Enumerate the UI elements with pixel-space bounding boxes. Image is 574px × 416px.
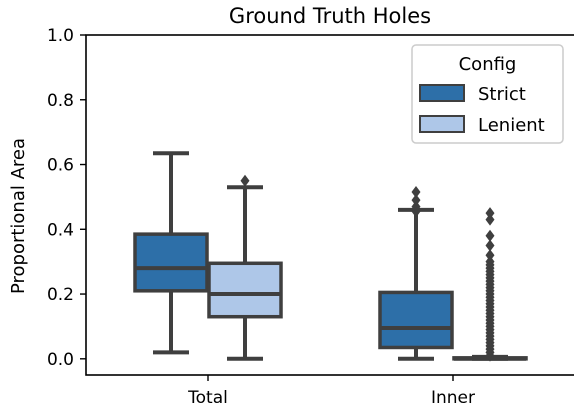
y-tick-label: 0.6 <box>47 156 74 176</box>
box-lenient-total <box>207 174 283 361</box>
x-tick-label: Total <box>187 388 228 408</box>
y-tick-label: 0.8 <box>47 91 74 111</box>
y-tick-label: 0.0 <box>47 350 74 370</box>
outlier-point <box>411 186 421 199</box>
y-tick-label: 1.0 <box>47 26 74 46</box>
chart-title: Ground Truth Holes <box>229 4 431 28</box>
y-tick-label: 0.4 <box>47 220 74 240</box>
y-axis: 0.0 0.2 0.4 0.6 0.8 1.0 <box>47 26 86 370</box>
box-iqr <box>133 232 209 293</box>
outlier-point <box>485 229 495 242</box>
outlier-point <box>485 239 495 252</box>
outlier-point <box>411 200 421 213</box>
box-iqr <box>207 261 283 319</box>
legend-label-strict: Strict <box>478 84 526 105</box>
outlier-point <box>485 249 495 262</box>
box-iqr <box>378 290 454 350</box>
x-axis: Total Inner <box>187 375 475 408</box>
outlier-point <box>411 194 421 207</box>
legend-title: Config <box>459 54 517 75</box>
legend-swatch-strict <box>419 84 465 102</box>
x-tick-label: Inner <box>431 388 475 408</box>
box-strict-inner <box>378 186 454 361</box>
box-lenient-inner <box>452 207 528 362</box>
plot-frame <box>85 34 574 376</box>
outlier-point <box>240 174 250 187</box>
outlier-point <box>485 213 495 226</box>
legend: Config Strict Lenient <box>411 44 564 144</box>
outlier-point <box>485 255 495 268</box>
y-tick-label: 0.2 <box>47 285 74 305</box>
legend-label-lenient: Lenient <box>478 115 545 136</box>
box-strict-total <box>133 151 209 355</box>
box-series <box>133 151 528 362</box>
outlier-point <box>485 207 495 220</box>
legend-swatch-lenient <box>419 115 465 133</box>
y-axis-label: Proportional Area <box>8 138 29 294</box>
